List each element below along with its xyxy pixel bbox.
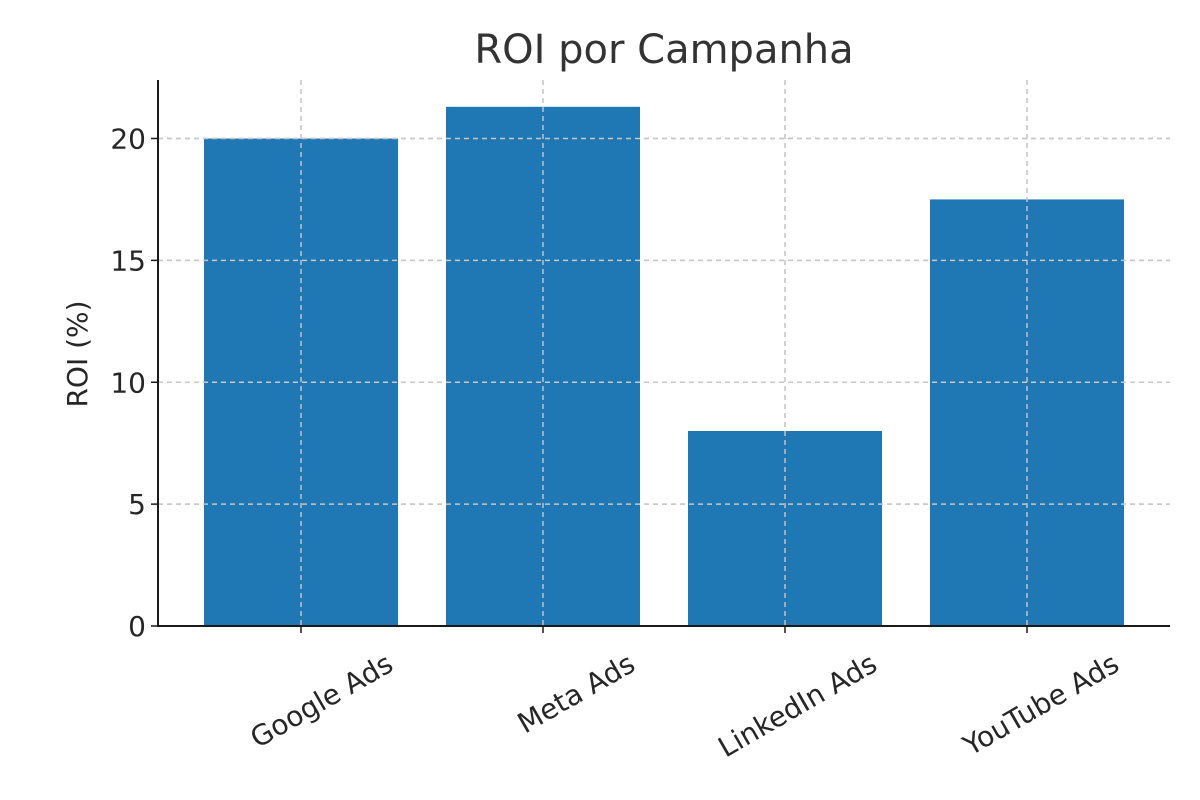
y-tick-label: 20 (110, 123, 146, 156)
bars (204, 106, 1124, 626)
y-tick-label: 5 (128, 488, 146, 521)
y-axis-label: ROI (%) (61, 300, 94, 407)
axes (151, 80, 1170, 633)
y-tick-label: 15 (110, 244, 146, 277)
x-tick-label: Meta Ads (512, 647, 641, 740)
x-tick-label: Google Ads (245, 647, 399, 755)
x-tick-label: LinkedIn Ads (712, 647, 882, 764)
y-tick-label: 10 (110, 366, 146, 399)
chart-title: ROI por Campanha (474, 27, 853, 73)
x-tick-label: YouTube Ads (957, 647, 1125, 763)
y-tick-label: 0 (128, 610, 146, 643)
